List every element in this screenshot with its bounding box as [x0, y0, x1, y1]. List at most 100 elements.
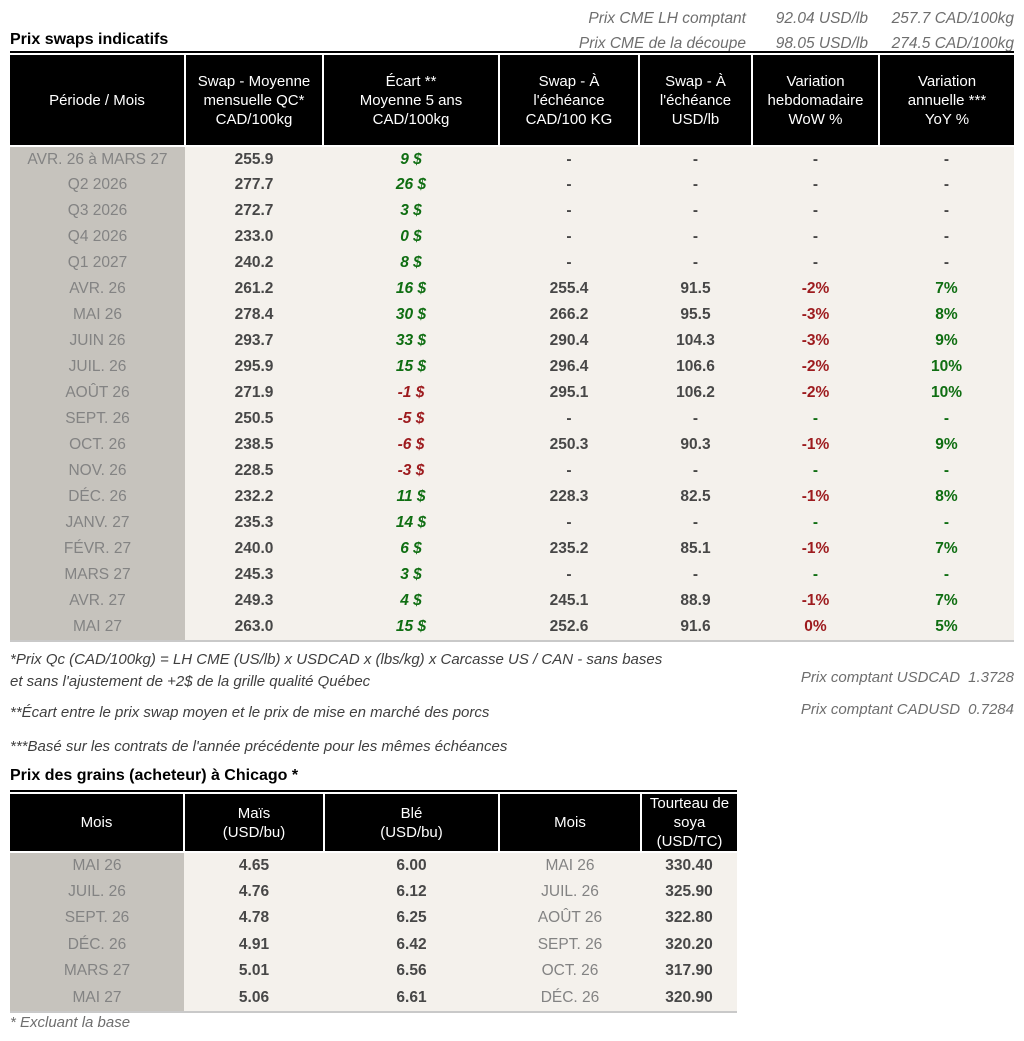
- yoy-cell: 7%: [879, 536, 1014, 562]
- swap-cad-cell: -: [499, 146, 639, 172]
- yoy-cell: 8%: [879, 484, 1014, 510]
- period-cell: MARS 27: [10, 562, 185, 588]
- wheat-price-cell: 6.42: [324, 931, 499, 958]
- swaps-row: NOV. 26 228.5 -3 $ - - - -: [10, 458, 1014, 484]
- yoy-cell: -: [879, 510, 1014, 536]
- swap-avg-cell: 277.7: [185, 172, 323, 198]
- swaps-row: AVR. 26 à MARS 27 255.9 9 $ - - - -: [10, 146, 1014, 172]
- swap-cad-cell: -: [499, 562, 639, 588]
- cme-lh-usd: 92.04 USD/lb: [775, 10, 868, 27]
- cme-spot-prices: Prix CME LH comptant 92.04 USD/lb 257.7 …: [579, 6, 1014, 56]
- cme-cutout-label: Prix CME de la découpe: [578, 35, 746, 52]
- swaps-row: JANV. 27 235.3 14 $ - - - -: [10, 510, 1014, 536]
- swap-usd-cell: -: [639, 146, 752, 172]
- swaps-table: Période / Mois Swap - Moyenne mensuelle Q…: [10, 55, 1014, 640]
- yoy-cell: -: [879, 198, 1014, 224]
- yoy-cell: 9%: [879, 328, 1014, 354]
- grains-row: DÉC. 26 4.91 6.42 SEPT. 26 320.20: [10, 931, 737, 958]
- wheat-price-cell: 6.56: [324, 958, 499, 985]
- wow-cell: -: [752, 562, 879, 588]
- cme-cutout-usd: 98.05 USD/lb: [775, 35, 868, 52]
- period-cell: JUIL. 26: [10, 354, 185, 380]
- spot-usdcad-label: Prix comptant USDCAD: [800, 669, 961, 686]
- wow-cell: 0%: [752, 614, 879, 640]
- swap-avg-cell: 245.3: [185, 562, 323, 588]
- spot-cadusd: Prix comptant CADUSD 0.7284: [801, 699, 1014, 720]
- ecart-cell: 11 $: [323, 484, 499, 510]
- swaps-table-wrap: Période / Mois Swap - Moyenne mensuelle Q…: [10, 51, 1014, 642]
- swap-cad-cell: -: [499, 198, 639, 224]
- swaps-row: AVR. 26 261.2 16 $255.4 91.5 -2% 7%: [10, 276, 1014, 302]
- ecart-cell: 0 $: [323, 224, 499, 250]
- swap-usd-cell: 104.3: [639, 328, 752, 354]
- grains-row: MARS 27 5.01 6.56 OCT. 26 317.90: [10, 958, 737, 985]
- period-cell: AVR. 27: [10, 588, 185, 614]
- footnote-base: ***Basé sur les contrats de l'année préc…: [10, 738, 508, 755]
- swap-usd-cell: -: [639, 224, 752, 250]
- footnote-prix-qc: *Prix Qc (CAD/100kg) = LH CME (US/lb) x …: [10, 651, 663, 690]
- soymeal-month-cell: SEPT. 26: [499, 931, 641, 958]
- swaps-row: MAI 26 278.4 30 $266.2 95.5 -3% 8%: [10, 302, 1014, 328]
- ecart-cell: 8 $: [323, 250, 499, 276]
- cme-cutout-line: Prix CME de la découpe 98.05 USD/lb 274.…: [579, 31, 1014, 56]
- swap-cad-cell: 266.2: [499, 302, 639, 328]
- swap-avg-cell: 278.4: [185, 302, 323, 328]
- swaps-row: OCT. 26 238.5 -6 $250.3 90.3 -1% 9%: [10, 432, 1014, 458]
- swaps-header-row: Période / Mois Swap - Moyenne mensuelle Q…: [10, 55, 1014, 147]
- period-cell: MAI 26: [10, 302, 185, 328]
- ecart-cell: -5 $: [323, 406, 499, 432]
- period-cell: FÉVR. 27: [10, 536, 185, 562]
- yoy-cell: -: [879, 250, 1014, 276]
- swap-usd-cell: -: [639, 406, 752, 432]
- soymeal-price-cell: 325.90: [641, 878, 737, 905]
- wow-cell: -1%: [752, 432, 879, 458]
- period-cell: MAI 27: [10, 614, 185, 640]
- swap-usd-cell: -: [639, 172, 752, 198]
- swap-cad-cell: -: [499, 458, 639, 484]
- ecart-cell: 30 $: [323, 302, 499, 328]
- swap-cad-cell: 252.6: [499, 614, 639, 640]
- wheat-price-cell: 6.61: [324, 984, 499, 1011]
- yoy-cell: -: [879, 224, 1014, 250]
- soymeal-month-cell: JUIL. 26: [499, 878, 641, 905]
- wow-cell: -2%: [752, 354, 879, 380]
- swap-cad-cell: 245.1: [499, 588, 639, 614]
- ecart-cell: 9 $: [323, 146, 499, 172]
- swaps-header-cell: Période / Mois: [10, 55, 185, 147]
- grains-header-cell: Mois: [498, 794, 641, 853]
- swap-avg-cell: 233.0: [185, 224, 323, 250]
- swap-avg-cell: 228.5: [185, 458, 323, 484]
- swap-usd-cell: 88.9: [639, 588, 752, 614]
- swaps-footnotes: *Prix Qc (CAD/100kg) = LH CME (US/lb) x …: [10, 649, 665, 767]
- wow-cell: -: [752, 406, 879, 432]
- swap-usd-cell: 95.5: [639, 302, 752, 328]
- swap-avg-cell: 249.3: [185, 588, 323, 614]
- yoy-cell: 10%: [879, 380, 1014, 406]
- period-cell: SEPT. 26: [10, 406, 185, 432]
- grain-month-cell: JUIL. 26: [10, 878, 184, 905]
- corn-price-cell: 4.78: [184, 905, 324, 932]
- ecart-cell: 15 $: [323, 614, 499, 640]
- swap-usd-cell: -: [639, 458, 752, 484]
- swap-usd-cell: 91.5: [639, 276, 752, 302]
- ecart-cell: 26 $: [323, 172, 499, 198]
- soymeal-month-cell: AOÛT 26: [499, 905, 641, 932]
- period-cell: OCT. 26: [10, 432, 185, 458]
- period-cell: AOÛT 26: [10, 380, 185, 406]
- yoy-cell: 7%: [879, 588, 1014, 614]
- swaps-row: Q1 2027 240.2 8 $ - - - -: [10, 250, 1014, 276]
- swap-usd-cell: -: [639, 198, 752, 224]
- soymeal-price-cell: 320.90: [641, 984, 737, 1011]
- swap-avg-cell: 293.7: [185, 328, 323, 354]
- swap-cad-cell: 228.3: [499, 484, 639, 510]
- swap-avg-cell: 238.5: [185, 432, 323, 458]
- swap-cad-cell: 250.3: [499, 432, 639, 458]
- yoy-cell: 7%: [879, 276, 1014, 302]
- grains-row: SEPT. 26 4.78 6.25 AOÛT 26 322.80: [10, 905, 737, 932]
- yoy-cell: -: [879, 172, 1014, 198]
- spot-exchange-rates: Prix comptant USDCAD 1.3728 Prix comptant…: [801, 667, 1014, 731]
- swaps-row: FÉVR. 27 240.0 6 $235.2 85.1 -1% 7%: [10, 536, 1014, 562]
- grains-footnote: * Excluant la base: [10, 1014, 131, 1031]
- ecart-cell: 3 $: [323, 198, 499, 224]
